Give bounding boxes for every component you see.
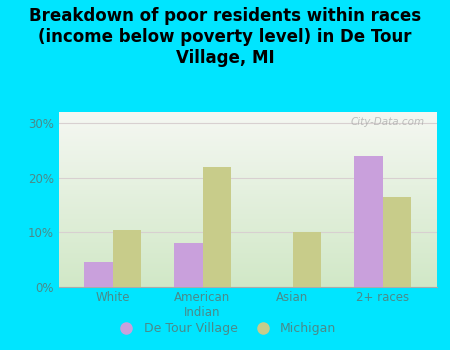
Text: City-Data.com: City-Data.com [351,117,425,127]
Bar [382,197,411,287]
Text: Breakdown of poor residents within races
(income below poverty level) in De Tour: Breakdown of poor residents within races… [29,7,421,66]
Bar [292,232,321,287]
Bar [84,262,112,287]
Legend: De Tour Village, Michigan: De Tour Village, Michigan [109,317,341,340]
Bar [354,156,382,287]
Bar [112,230,141,287]
Bar [202,167,231,287]
Bar [174,243,203,287]
